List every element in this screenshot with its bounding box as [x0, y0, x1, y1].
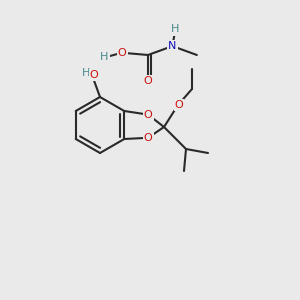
Text: H: H — [100, 52, 109, 62]
Text: O: O — [144, 110, 152, 120]
Text: O: O — [90, 70, 98, 80]
Text: O: O — [144, 133, 152, 143]
Text: N: N — [168, 41, 177, 51]
Text: O: O — [175, 100, 183, 110]
Text: O: O — [144, 76, 152, 86]
Text: O: O — [118, 48, 127, 58]
Text: H: H — [82, 68, 90, 78]
Text: H: H — [171, 25, 180, 34]
